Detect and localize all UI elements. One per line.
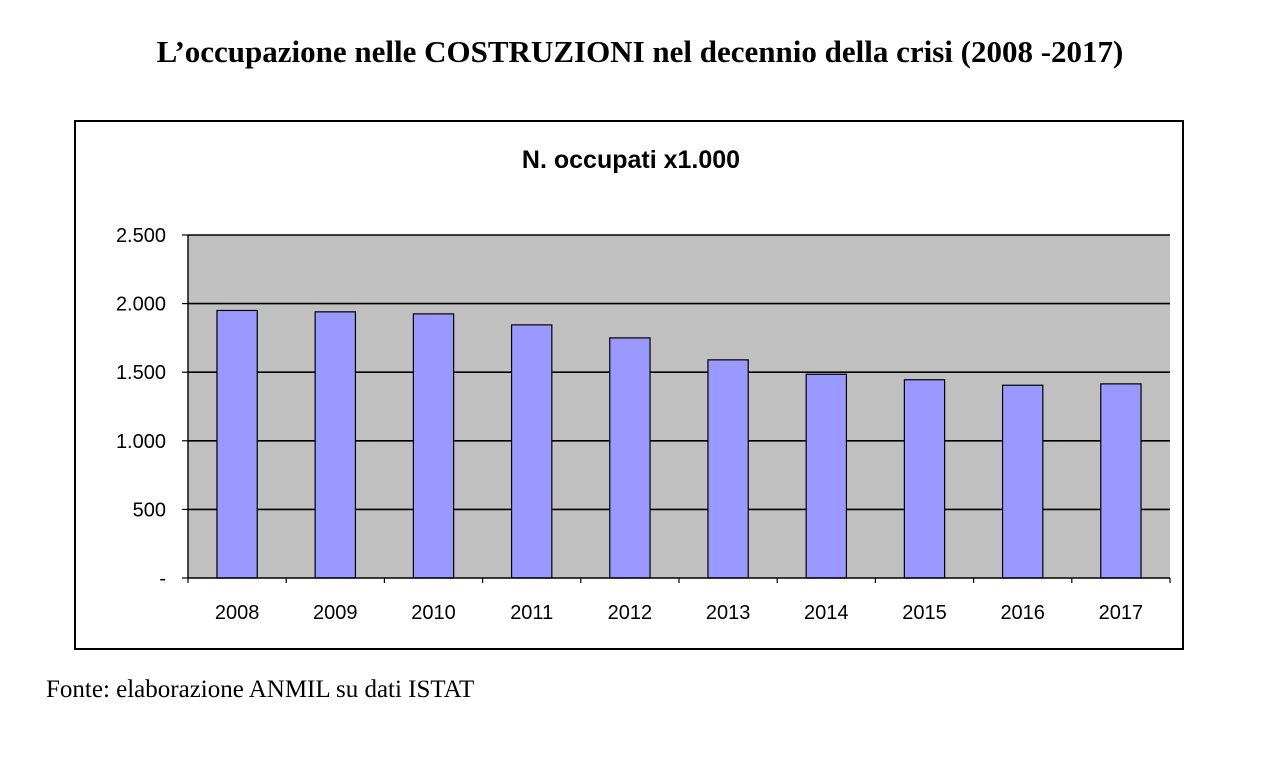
bar-chart: N. occupati x1.000 - 500 1.000 1.500 2.000 2.…	[116, 146, 1171, 624]
bar-2016	[1001, 384, 1044, 579]
x-tick-label: 2013	[706, 602, 751, 624]
bar-2011	[510, 324, 553, 579]
axes	[182, 234, 1171, 583]
x-tick-label: 2009	[313, 602, 358, 624]
y-tick-label: 1.000	[116, 431, 166, 453]
bar-2014	[805, 373, 848, 579]
y-tick-label: 2.000	[116, 294, 166, 316]
y-tick-label: -	[159, 568, 166, 590]
y-tick-labels: - 500 1.000 1.500 2.000 2.500	[116, 225, 166, 590]
y-tick-label: 1.500	[116, 362, 166, 384]
bar-2008	[216, 309, 258, 579]
source-note: Fonte: elaborazione ANMIL su dati ISTAT	[46, 676, 475, 703]
chart-title: N. occupati x1.000	[522, 146, 740, 174]
x-tick-labels: 2008 2009 2010 2011 2012 2013 2014 2015 2016 2017	[215, 602, 1143, 624]
y-tick-label: 2.500	[116, 225, 166, 247]
x-tick-label: 2012	[608, 602, 653, 624]
bar-2009	[314, 311, 357, 579]
bar-2017	[1100, 383, 1142, 579]
bar-2013	[707, 359, 749, 579]
page-title: L’occupazione nelle COSTRUZIONI nel dece…	[156, 34, 1124, 69]
x-tick-label: 2014	[804, 602, 849, 624]
bar-2010	[412, 313, 455, 579]
x-tick-label: 2010	[411, 602, 456, 624]
x-tick-label: 2011	[510, 602, 553, 624]
bars	[216, 309, 1142, 579]
x-tick-label: 2017	[1099, 602, 1144, 624]
y-tick-label: 500	[133, 499, 166, 521]
x-tick-label: 2016	[1000, 602, 1044, 624]
bar-2012	[609, 337, 651, 579]
bar-2015	[903, 379, 946, 579]
chart-container: N. occupati x1.000 - 500 1.000 1.500 2.000 2.…	[74, 120, 1184, 650]
x-tick-label: 2008	[215, 602, 260, 624]
x-tick-label: 2015	[902, 602, 947, 624]
